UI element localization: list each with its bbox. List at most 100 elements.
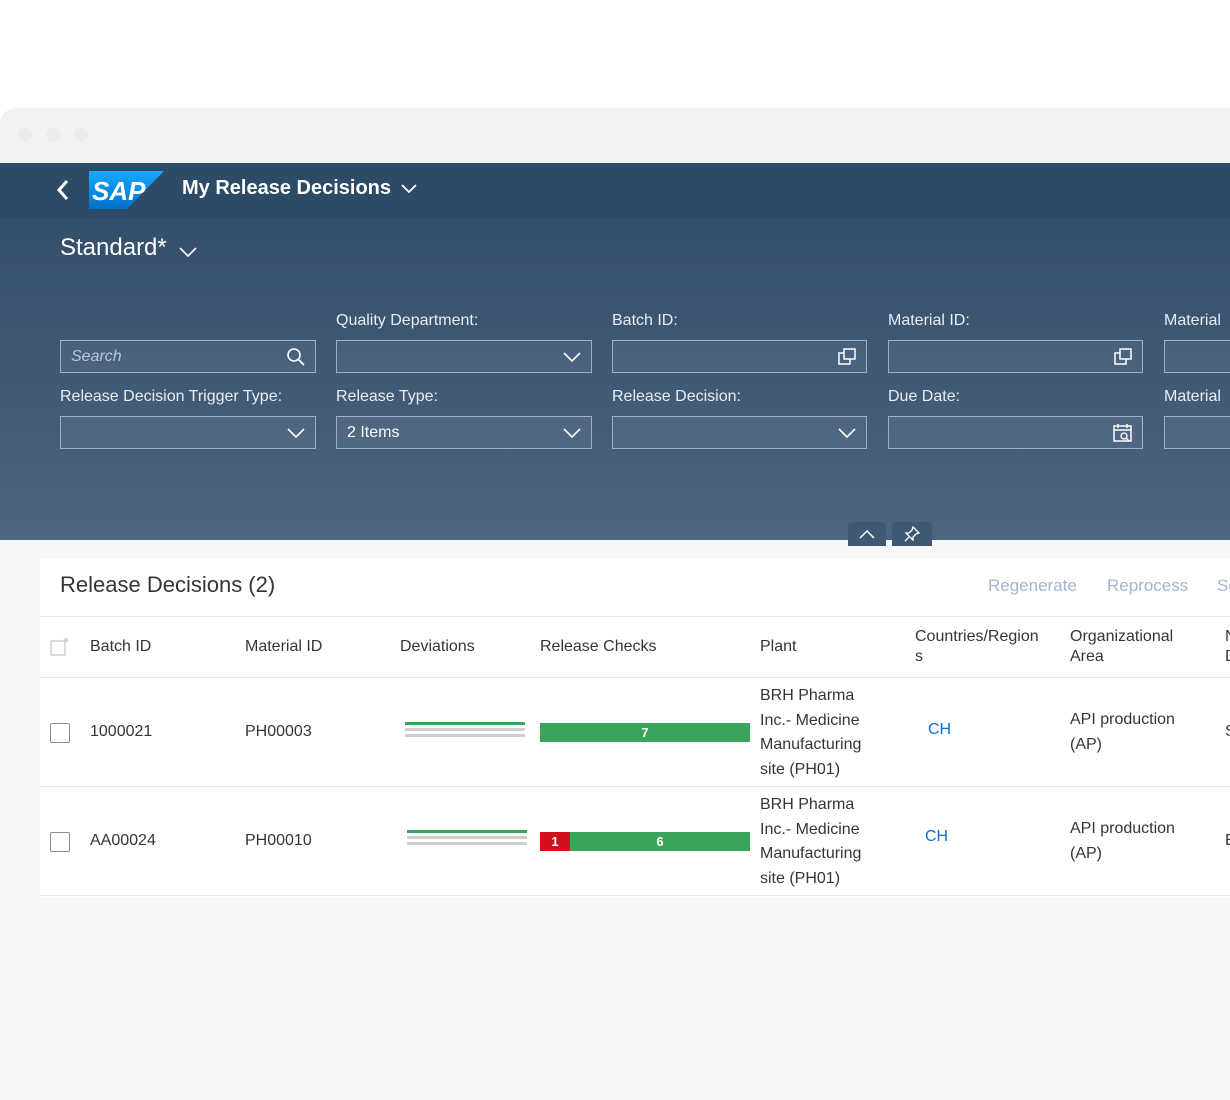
release-type-select[interactable]: 2 Items: [336, 416, 592, 449]
due-date-picker[interactable]: [888, 416, 1143, 449]
deviation-line: [405, 722, 525, 725]
release-type-value: 2 Items: [347, 423, 400, 441]
next-cell: E: [1225, 831, 1230, 851]
window-maximize-dot[interactable]: [74, 128, 88, 142]
chevron-down-icon: [561, 423, 583, 443]
failed-checks-segment: 1: [540, 832, 570, 851]
material-id-input[interactable]: [888, 340, 1143, 373]
release-checks-bar: 7: [540, 723, 750, 742]
quality-department-select[interactable]: [336, 340, 592, 373]
select-all-checkbox[interactable]: [50, 637, 69, 656]
filter-bar: Standard* Quality Department: Batch ID: …: [0, 218, 1230, 546]
plant-line: Manufacturing: [760, 845, 862, 862]
table-row[interactable]: 1000021 PH00003 7 BRH Pharma Inc.- Medic…: [40, 678, 1230, 787]
col-batch-id[interactable]: Batch ID: [90, 638, 152, 655]
org-area-line1: API production: [1070, 711, 1175, 728]
search-input[interactable]: Search: [60, 340, 316, 373]
material-label-col5: Material: [1164, 312, 1221, 329]
col-material-id[interactable]: Material ID: [245, 638, 323, 655]
col-countries-line2[interactable]: s: [915, 648, 923, 665]
toolbar-button-truncated[interactable]: Se: [1217, 576, 1230, 595]
passed-checks-segment: 6: [570, 832, 750, 851]
value-help-icon[interactable]: [1112, 347, 1134, 367]
plant-line: BRH Pharma: [760, 796, 855, 813]
release-decision-select[interactable]: [612, 416, 867, 449]
window-chrome: [0, 108, 1230, 163]
material-input-col5[interactable]: [1164, 340, 1230, 373]
material-input-col5-row2[interactable]: [1164, 416, 1230, 449]
material-label-col5-row2: Material: [1164, 388, 1221, 405]
sap-logo-text: SAP: [92, 176, 146, 206]
plant-line: site (PH01): [760, 760, 841, 778]
col-release-checks[interactable]: Release Checks: [540, 638, 657, 655]
col-org-area-line1[interactable]: Organizational: [1070, 628, 1174, 645]
table-header: Batch ID Material ID Deviations Release …: [40, 616, 1230, 678]
search-icon[interactable]: [285, 347, 307, 367]
material-id-cell: PH00010: [245, 832, 312, 849]
country-link[interactable]: CH: [925, 828, 949, 845]
plant-cell: BRH Pharma Inc.- Medicine Manufacturing …: [760, 793, 861, 891]
row-checkbox[interactable]: [50, 832, 70, 852]
release-decision-trigger-type-select[interactable]: [60, 416, 316, 449]
material-id-cell: PH00003: [245, 723, 312, 740]
window-minimize-dot[interactable]: [46, 128, 60, 142]
plant-line: BRH Pharma: [760, 687, 855, 704]
org-area-line2: (AP): [1070, 736, 1102, 753]
value-help-icon[interactable]: [836, 347, 858, 367]
next-cell: S: [1225, 722, 1230, 742]
plant-line: site (PH01): [760, 869, 841, 887]
deviation-line: [407, 836, 527, 839]
deviation-line: [405, 728, 525, 731]
collapse-header-button[interactable]: [848, 522, 886, 546]
reprocess-button[interactable]: Reprocess: [1107, 576, 1189, 595]
col-deviations[interactable]: Deviations: [400, 638, 475, 655]
app-title: My Release Decisions: [182, 177, 391, 199]
batch-id-input[interactable]: [612, 340, 867, 373]
shell-bar: SAP My Release Decisions: [0, 163, 1230, 218]
pin-header-button[interactable]: [892, 522, 932, 546]
deviation-line: [405, 734, 525, 737]
chevron-down-icon: [285, 423, 307, 443]
regenerate-button[interactable]: Regenerate: [988, 576, 1077, 595]
col-next-line1[interactable]: N: [1225, 627, 1230, 647]
country-link[interactable]: CH: [928, 721, 952, 738]
back-button[interactable]: [52, 175, 74, 205]
plant-line: Manufacturing: [760, 736, 862, 753]
row-checkbox[interactable]: [50, 723, 70, 743]
org-area-line1: API production: [1070, 820, 1175, 837]
batch-id-cell: 1000021: [90, 723, 153, 740]
material-id-label: Material ID:: [888, 312, 970, 329]
chevron-down-icon: [179, 247, 197, 257]
window-close-dot[interactable]: [18, 128, 32, 142]
deviation-line: [407, 830, 527, 833]
variant-selector[interactable]: Standard*: [60, 234, 197, 262]
col-plant[interactable]: Plant: [760, 638, 797, 655]
quality-department-label: Quality Department:: [336, 312, 479, 329]
deviation-line: [407, 842, 527, 845]
chevron-down-icon: [561, 347, 583, 367]
variant-name: Standard*: [60, 234, 167, 261]
col-countries-line1[interactable]: Countries/Region: [915, 628, 1039, 645]
pin-icon: [904, 525, 921, 542]
search-placeholder: Search: [71, 347, 122, 365]
sap-logo[interactable]: SAP: [89, 171, 164, 209]
col-next-line2[interactable]: D: [1225, 647, 1230, 667]
table-title: Release Decisions (2): [60, 572, 276, 597]
batch-id-cell: AA00024: [90, 832, 156, 849]
release-type-label: Release Type:: [336, 388, 438, 405]
app-window: SAP My Release Decisions Standard* Quali…: [0, 108, 1230, 1100]
passed-checks-segment: 7: [540, 723, 750, 742]
plant-cell: BRH Pharma Inc.- Medicine Manufacturing …: [760, 684, 861, 782]
col-org-area-line2[interactable]: Area: [1070, 648, 1104, 665]
chevron-left-icon: [56, 180, 69, 200]
release-decision-label: Release Decision:: [612, 388, 741, 405]
deviations-indicator: [405, 722, 525, 742]
calendar-icon[interactable]: [1112, 423, 1134, 443]
chevron-down-icon: [836, 423, 858, 443]
app-title-menu[interactable]: My Release Decisions: [182, 177, 417, 200]
plant-line: Inc.- Medicine: [760, 820, 860, 838]
release-decisions-table: Release Decisions (2) Regenerate Reproce…: [40, 558, 1230, 898]
deviations-indicator: [407, 830, 527, 850]
